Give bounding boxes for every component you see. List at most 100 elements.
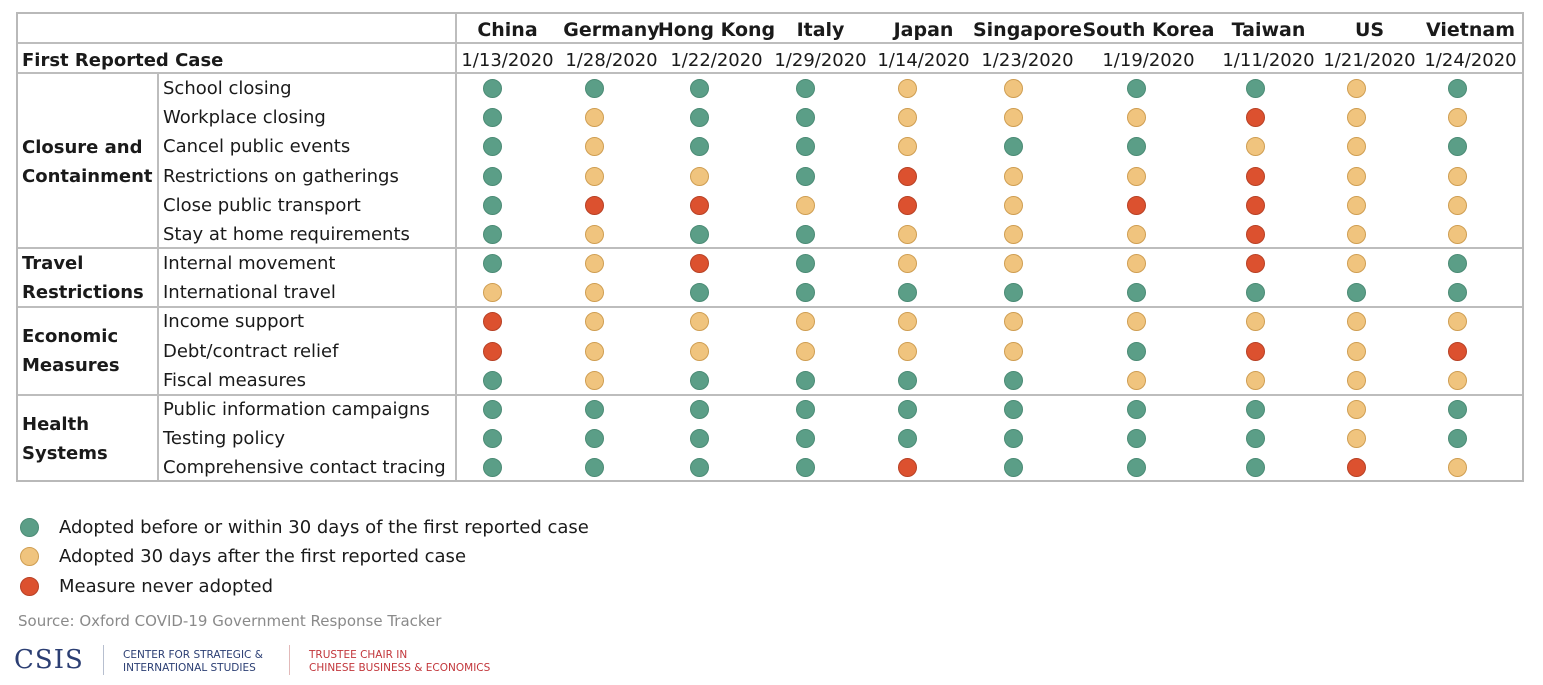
status-dot <box>482 341 502 361</box>
column-header-country: Hong Kong <box>657 19 776 41</box>
status-dot <box>584 458 604 478</box>
status-dot <box>1126 195 1146 215</box>
grid-line <box>18 394 1522 396</box>
status-dot <box>1447 370 1467 390</box>
status-dot <box>1447 399 1467 419</box>
measure-label: Stay at home requirements <box>163 223 410 245</box>
status-dot <box>1245 283 1265 303</box>
status-dot <box>1346 312 1366 332</box>
status-dot <box>1447 137 1467 157</box>
measure-label: Internal movement <box>163 253 336 275</box>
status-dot <box>897 312 917 332</box>
status-dot <box>584 429 604 449</box>
status-dot <box>897 137 917 157</box>
status-dot <box>897 224 917 244</box>
status-dot <box>1245 108 1265 128</box>
trustee-chair-label: TRUSTEE CHAIR IN CHINESE BUSINESS & ECON… <box>309 649 490 675</box>
status-dot <box>1346 370 1366 390</box>
legend-item: Adopted before or within 30 days of the … <box>20 515 589 539</box>
category-label: Health Systems <box>22 410 108 468</box>
status-dot <box>689 254 709 274</box>
legend-item: Measure never adopted <box>20 574 273 598</box>
column-header-country: South Korea <box>1082 19 1215 41</box>
status-dot <box>1003 399 1023 419</box>
status-dot <box>1346 166 1366 186</box>
category-label-line: Restrictions <box>22 282 144 304</box>
status-dot <box>1346 108 1366 128</box>
status-dot <box>1346 195 1366 215</box>
status-dot <box>795 312 815 332</box>
status-dot <box>1346 341 1366 361</box>
status-dot <box>584 166 604 186</box>
status-dot <box>1346 283 1366 303</box>
logo-divider <box>103 645 104 675</box>
status-dot <box>1003 370 1023 390</box>
trustee-chair-line1: TRUSTEE CHAIR IN <box>309 649 408 661</box>
status-dot <box>1447 224 1467 244</box>
category-label: Travel Restrictions <box>22 249 144 307</box>
status-dot <box>1003 195 1023 215</box>
status-dot <box>482 429 502 449</box>
status-dot <box>689 429 709 449</box>
trustee-chair-line2: CHINESE BUSINESS & ECONOMICS <box>309 662 491 674</box>
status-dot <box>795 137 815 157</box>
status-dot <box>584 312 604 332</box>
legend-dot <box>20 547 39 566</box>
status-dot <box>482 195 502 215</box>
status-dot <box>1245 458 1265 478</box>
measure-label: Testing policy <box>163 428 285 450</box>
logo-subtitle-line2: INTERNATIONAL STUDIES <box>123 662 256 674</box>
status-dot <box>1447 166 1467 186</box>
status-dot <box>482 79 502 99</box>
source-note: Source: Oxford COVID-19 Government Respo… <box>18 612 442 630</box>
status-dot <box>689 166 709 186</box>
grid-line <box>18 42 1522 44</box>
first-case-date: 1/23/2020 <box>981 49 1074 71</box>
column-header-country: Taiwan <box>1231 19 1306 41</box>
status-dot <box>1346 224 1366 244</box>
status-dot <box>897 254 917 274</box>
status-dot <box>897 458 917 478</box>
status-dot <box>1346 79 1366 99</box>
status-dot <box>897 399 917 419</box>
measure-label: Workplace closing <box>163 107 326 129</box>
logo-subtitle-line1: CENTER FOR STRATEGIC & <box>123 649 263 661</box>
status-dot <box>897 429 917 449</box>
status-dot <box>584 79 604 99</box>
status-dot <box>482 458 502 478</box>
grid-line <box>455 14 457 480</box>
status-dot <box>1126 370 1146 390</box>
status-dot <box>1245 341 1265 361</box>
first-case-date: 1/21/2020 <box>1323 49 1416 71</box>
category-label-line: Travel <box>22 253 84 275</box>
grid-line <box>157 72 159 480</box>
grid-line <box>18 306 1522 308</box>
legend-label: Measure never adopted <box>59 575 274 597</box>
status-dot <box>1245 399 1265 419</box>
status-dot <box>1447 458 1467 478</box>
status-dot <box>689 458 709 478</box>
status-dot <box>897 341 917 361</box>
measure-label: International travel <box>163 282 336 304</box>
status-dot <box>1245 429 1265 449</box>
legend-label: Adopted before or within 30 days of the … <box>59 516 589 538</box>
status-dot <box>584 341 604 361</box>
status-dot <box>795 79 815 99</box>
measure-label: School closing <box>163 78 292 99</box>
status-dot <box>1245 224 1265 244</box>
status-dot <box>689 108 709 128</box>
status-dot <box>795 108 815 128</box>
status-dot <box>482 370 502 390</box>
status-dot <box>1126 341 1146 361</box>
status-dot <box>689 195 709 215</box>
status-dot <box>1245 79 1265 99</box>
column-header-country: Italy <box>796 19 845 41</box>
status-dot <box>897 195 917 215</box>
measure-label: Cancel public events <box>163 136 351 158</box>
status-dot <box>1447 108 1467 128</box>
status-dot <box>1245 166 1265 186</box>
column-header-country: Japan <box>893 19 954 41</box>
status-dot <box>897 79 917 99</box>
status-dot <box>689 341 709 361</box>
status-dot <box>689 399 709 419</box>
